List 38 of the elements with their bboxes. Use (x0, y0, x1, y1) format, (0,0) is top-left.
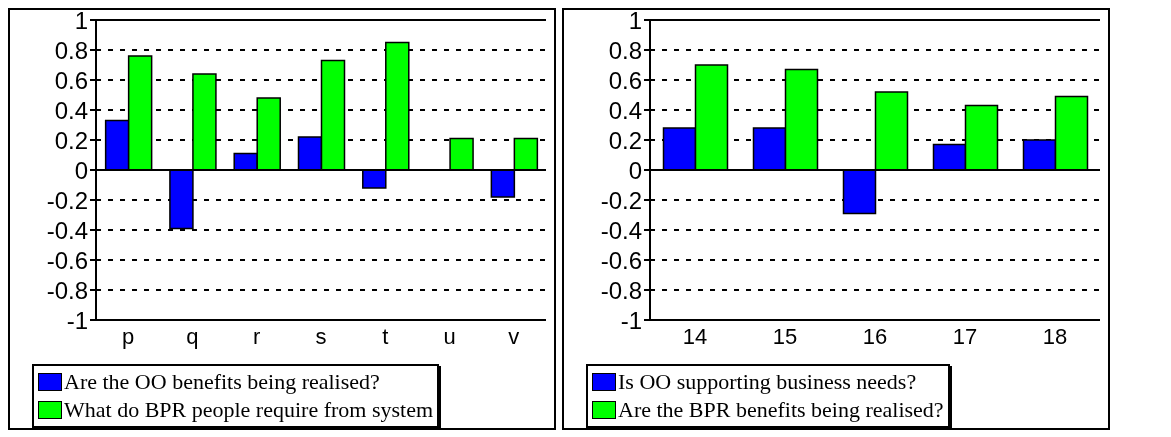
y-tick-label: -1 (66, 306, 88, 334)
y-tick-label: 1 (628, 6, 642, 34)
x-tick-label: 16 (862, 323, 888, 349)
x-tick-label: r (253, 323, 261, 349)
x-tick-label: p (122, 323, 135, 349)
y-tick-label: -0.4 (600, 216, 642, 244)
y-tick-label: 0.4 (608, 96, 642, 124)
x-tick-label: v (508, 323, 520, 349)
legend-label: Are the OO benefits being realised? (64, 368, 380, 396)
x-tick-label: 14 (682, 323, 708, 349)
y-tick-label: 0.2 (608, 126, 642, 154)
y-tick-label: 0.6 (608, 66, 642, 94)
y-tick-label: -0.8 (46, 276, 88, 304)
y-tick-label: -0.8 (600, 276, 642, 304)
x-tick-label: 15 (772, 323, 798, 349)
x-tick-label: 18 (1042, 323, 1068, 349)
y-tick-label: 0.8 (608, 36, 642, 64)
x-tick-label: u (443, 323, 456, 349)
y-tick-label: -1 (620, 306, 642, 334)
y-tick-label: 0.2 (54, 126, 88, 154)
x-tick-label: t (382, 323, 389, 349)
y-tick-label: -0.2 (46, 186, 88, 214)
x-tick-label: 17 (952, 323, 978, 349)
legend-label: Are the BPR benefits being realised? (618, 396, 944, 424)
y-tick-label: 0 (74, 156, 88, 184)
y-tick-label: -0.2 (600, 186, 642, 214)
y-tick-label: 0.4 (54, 96, 88, 124)
x-tick-label: s (315, 323, 327, 349)
legend-label: What do BPR people require from system (64, 396, 434, 424)
y-tick-label: -0.4 (46, 216, 88, 244)
y-tick-label: -0.6 (600, 246, 642, 274)
y-tick-label: 0 (628, 156, 642, 184)
legend-label: Is OO supporting business needs? (618, 368, 917, 396)
y-tick-label: -0.6 (46, 246, 88, 274)
y-tick-label: 0.8 (54, 36, 88, 64)
y-tick-label: 0.6 (54, 66, 88, 94)
x-tick-label: q (186, 323, 199, 349)
y-tick-label: 1 (74, 6, 88, 34)
